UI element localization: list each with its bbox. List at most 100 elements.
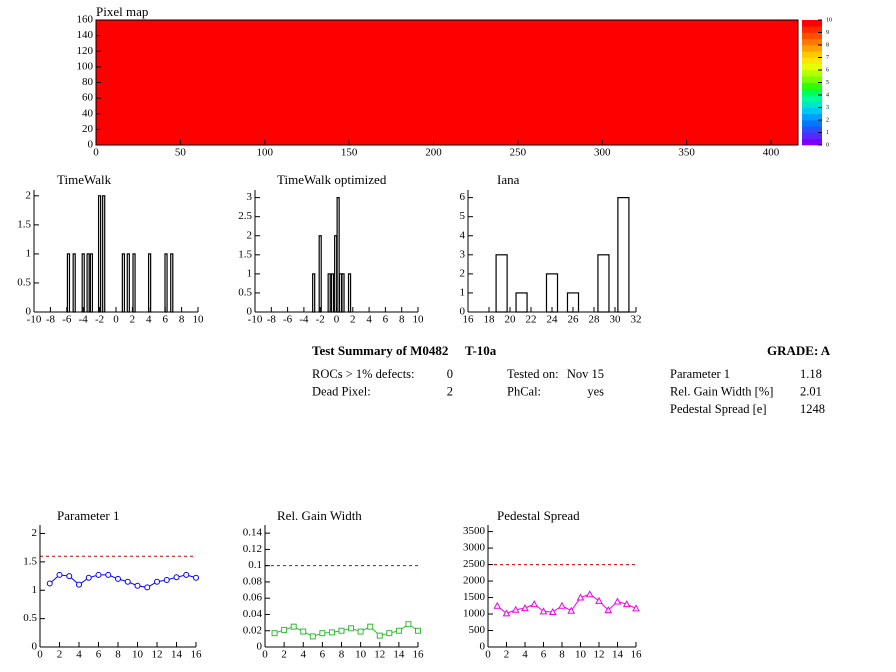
y-tick-label: 1.5 xyxy=(17,218,31,230)
y-tick-label: 80 xyxy=(82,76,94,88)
point xyxy=(183,571,190,578)
point xyxy=(105,571,112,578)
y-tick-label: 1 xyxy=(460,286,466,298)
histogram-bar xyxy=(97,195,102,313)
z-tick-label: 2 xyxy=(826,117,829,123)
y-tick-label: 0.04 xyxy=(243,608,263,620)
chart-title: Pedestal Spread xyxy=(497,508,580,523)
point xyxy=(115,575,121,582)
y-tick-label: 2000 xyxy=(463,575,486,587)
summary-label: Tested on: xyxy=(507,367,559,381)
y-tick-label: 0 xyxy=(257,641,263,653)
x-tick-label: 28 xyxy=(589,314,601,326)
point xyxy=(124,578,131,585)
z-tick-label: 0 xyxy=(826,142,829,148)
point xyxy=(95,571,102,578)
x-tick-label: 0 xyxy=(485,649,491,661)
y-tick-label: 500 xyxy=(469,624,486,636)
y-tick-label: 0.14 xyxy=(243,527,263,539)
palette-swatch xyxy=(802,120,822,127)
histogram-bar xyxy=(545,273,559,313)
palette-swatch xyxy=(802,76,822,83)
x-tick-label: 18 xyxy=(484,314,496,326)
x-tick-label: 26 xyxy=(568,314,580,326)
point xyxy=(613,597,622,605)
chart-title: Parameter 1 xyxy=(57,508,119,523)
y-tick-label: 0.12 xyxy=(243,543,262,555)
x-tick-label: 12 xyxy=(594,649,605,661)
y-tick-label: 2500 xyxy=(463,558,486,570)
palette-swatch xyxy=(802,45,822,52)
y-tick-label: 100 xyxy=(77,60,94,72)
histogram-bar xyxy=(121,253,126,313)
point xyxy=(193,574,199,581)
histogram-bar xyxy=(86,253,90,313)
point xyxy=(567,606,576,614)
x-tick-label: -6 xyxy=(283,314,293,326)
histogram-bar xyxy=(495,254,508,313)
z-tick-label: 3 xyxy=(826,105,829,111)
x-tick-label: 24 xyxy=(547,314,559,326)
y-tick-label: 0.08 xyxy=(243,575,263,587)
summary-label: PhCal: xyxy=(507,384,541,398)
y-tick-label: 0 xyxy=(88,139,94,151)
x-tick-label: 8 xyxy=(339,649,345,661)
x-tick-label: 100 xyxy=(257,147,274,159)
point xyxy=(348,625,355,632)
histogram-bar xyxy=(338,273,343,313)
point xyxy=(144,584,151,591)
y-tick-label: 3 xyxy=(247,191,253,203)
chart-title: TimeWalk xyxy=(57,172,112,187)
summary-label: Pedestal Spread [e] xyxy=(670,402,767,416)
point xyxy=(395,627,402,634)
point xyxy=(338,627,345,634)
point xyxy=(134,582,141,589)
palette-swatch xyxy=(802,20,822,27)
x-tick-label: 14 xyxy=(612,649,624,661)
histogram-bar xyxy=(347,273,352,313)
series-line xyxy=(274,623,419,637)
y-tick-label: 40 xyxy=(82,107,94,119)
histogram-bar xyxy=(336,197,340,313)
chart-title: TimeWalk optimized xyxy=(277,172,387,187)
point xyxy=(281,626,288,633)
point xyxy=(56,571,63,578)
histogram-bar xyxy=(327,273,331,313)
point xyxy=(319,630,326,637)
palette-swatch xyxy=(802,88,822,96)
x-tick-label: -8 xyxy=(267,314,277,326)
point xyxy=(66,573,73,580)
point xyxy=(173,574,180,581)
summary-label: Parameter 1 xyxy=(670,367,730,381)
x-tick-label: 16 xyxy=(413,649,425,661)
point xyxy=(367,623,374,630)
histogram-bar xyxy=(334,235,338,313)
y-tick-label: 6 xyxy=(460,191,466,203)
x-tick-label: 6 xyxy=(320,649,326,661)
palette-swatch xyxy=(802,63,822,71)
summary-value: 2 xyxy=(447,384,453,398)
x-tick-label: 6 xyxy=(383,314,389,326)
x-tick-label: 4 xyxy=(76,649,82,661)
x-tick-label: 8 xyxy=(399,314,405,326)
point xyxy=(386,630,393,637)
x-tick-label: 2 xyxy=(504,649,510,661)
x-tick-label: 350 xyxy=(678,147,695,159)
histogram-bar xyxy=(597,254,610,313)
summary-value: 0 xyxy=(447,367,453,381)
point xyxy=(46,580,53,587)
x-tick-label: 16 xyxy=(463,314,475,326)
point xyxy=(604,606,613,614)
histogram-bar xyxy=(126,253,130,313)
series-line xyxy=(49,574,197,588)
x-tick-label: 10 xyxy=(193,314,205,326)
x-tick-label: 10 xyxy=(355,649,367,661)
x-tick-label: -6 xyxy=(62,314,72,326)
x-tick-label: 16 xyxy=(631,649,643,661)
y-tick-label: 0 xyxy=(32,641,38,653)
series-line xyxy=(496,593,637,614)
x-tick-label: 8 xyxy=(115,649,121,661)
y-tick-label: 4 xyxy=(460,229,466,241)
x-tick-label: 6 xyxy=(96,649,102,661)
x-tick-label: 50 xyxy=(175,147,187,159)
